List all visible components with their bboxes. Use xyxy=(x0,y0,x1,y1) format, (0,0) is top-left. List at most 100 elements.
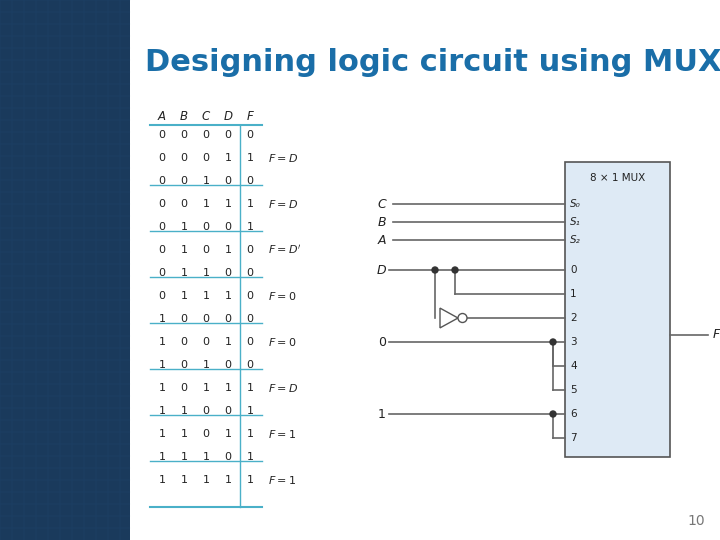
Text: 0: 0 xyxy=(202,429,210,439)
Text: A: A xyxy=(377,233,386,246)
Text: 0: 0 xyxy=(246,245,253,255)
Text: 1: 1 xyxy=(181,268,187,278)
Text: 1: 1 xyxy=(225,291,232,301)
Circle shape xyxy=(550,339,556,345)
Text: 0: 0 xyxy=(181,337,187,347)
Text: 1: 1 xyxy=(246,429,253,439)
Text: 1: 1 xyxy=(246,383,253,393)
Text: 1: 1 xyxy=(202,176,210,186)
Text: 7: 7 xyxy=(570,433,577,443)
Text: 3: 3 xyxy=(570,337,577,347)
Text: 1: 1 xyxy=(225,153,232,163)
Text: 0: 0 xyxy=(246,337,253,347)
Text: 0: 0 xyxy=(181,360,187,370)
Text: 0: 0 xyxy=(202,245,210,255)
Text: 1: 1 xyxy=(158,314,166,324)
Text: 1: 1 xyxy=(225,337,232,347)
Text: 1: 1 xyxy=(202,199,210,209)
Text: 0: 0 xyxy=(181,199,187,209)
Text: 1: 1 xyxy=(181,222,187,232)
Text: 0: 0 xyxy=(202,406,210,416)
Text: 0: 0 xyxy=(181,383,187,393)
Text: 10: 10 xyxy=(688,514,705,528)
Text: 0: 0 xyxy=(246,291,253,301)
Text: 1: 1 xyxy=(225,383,232,393)
Text: 1: 1 xyxy=(181,245,187,255)
Text: 1: 1 xyxy=(246,222,253,232)
Text: 1: 1 xyxy=(202,383,210,393)
Text: 0: 0 xyxy=(570,265,577,275)
Text: 1: 1 xyxy=(202,452,210,462)
Circle shape xyxy=(452,267,458,273)
Text: 1: 1 xyxy=(570,289,577,299)
Text: 1: 1 xyxy=(158,337,166,347)
Text: 0: 0 xyxy=(246,268,253,278)
Text: 1: 1 xyxy=(181,452,187,462)
Text: A: A xyxy=(158,110,166,123)
Text: 0: 0 xyxy=(158,268,166,278)
Text: C: C xyxy=(202,110,210,123)
Text: 1: 1 xyxy=(181,291,187,301)
Text: 1: 1 xyxy=(181,429,187,439)
Circle shape xyxy=(432,267,438,273)
Text: 0: 0 xyxy=(225,406,232,416)
Text: 1: 1 xyxy=(158,360,166,370)
Text: 0: 0 xyxy=(225,222,232,232)
Text: 0: 0 xyxy=(225,452,232,462)
Text: 1: 1 xyxy=(225,429,232,439)
Text: $F = D$: $F = D$ xyxy=(268,198,298,210)
Text: 0: 0 xyxy=(246,314,253,324)
Text: 1: 1 xyxy=(246,452,253,462)
Text: 0: 0 xyxy=(225,314,232,324)
Text: 1: 1 xyxy=(202,291,210,301)
Text: $F = D$: $F = D$ xyxy=(268,382,298,394)
Text: S₀: S₀ xyxy=(570,199,581,209)
Text: 1: 1 xyxy=(158,406,166,416)
Text: 0: 0 xyxy=(202,337,210,347)
Text: S₁: S₁ xyxy=(570,217,581,227)
Text: $F = D$: $F = D$ xyxy=(268,152,298,164)
Text: 1: 1 xyxy=(246,199,253,209)
Text: 0: 0 xyxy=(246,130,253,140)
Text: 0: 0 xyxy=(158,199,166,209)
Text: 1: 1 xyxy=(225,475,232,485)
Text: 4: 4 xyxy=(570,361,577,371)
Text: 0: 0 xyxy=(246,176,253,186)
Text: B: B xyxy=(377,215,386,228)
Text: Designing logic circuit using MUX: Designing logic circuit using MUX xyxy=(145,48,720,77)
Text: 1: 1 xyxy=(181,406,187,416)
Text: 0: 0 xyxy=(181,314,187,324)
Text: 0: 0 xyxy=(225,176,232,186)
Text: 0: 0 xyxy=(378,335,386,348)
Text: 1: 1 xyxy=(158,475,166,485)
Text: 6: 6 xyxy=(570,409,577,419)
Text: 1: 1 xyxy=(181,475,187,485)
Text: 0: 0 xyxy=(158,222,166,232)
Text: D: D xyxy=(377,264,386,276)
Text: 1: 1 xyxy=(225,245,232,255)
Bar xyxy=(565,162,670,457)
Bar xyxy=(0,0,130,540)
Text: 8 × 1 MUX: 8 × 1 MUX xyxy=(590,173,645,183)
Text: 1: 1 xyxy=(158,383,166,393)
Text: 0: 0 xyxy=(225,130,232,140)
Text: S₂: S₂ xyxy=(570,235,581,245)
Text: 1: 1 xyxy=(202,360,210,370)
Text: 0: 0 xyxy=(225,360,232,370)
Text: 0: 0 xyxy=(158,130,166,140)
Text: 0: 0 xyxy=(202,153,210,163)
Polygon shape xyxy=(440,308,458,328)
Text: 0: 0 xyxy=(202,222,210,232)
Text: $F = 0$: $F = 0$ xyxy=(268,290,297,302)
Text: $F = D'$: $F = D'$ xyxy=(268,244,302,256)
Text: 1: 1 xyxy=(202,268,210,278)
Text: 1: 1 xyxy=(378,408,386,421)
Text: 0: 0 xyxy=(181,130,187,140)
Text: $F = 0$: $F = 0$ xyxy=(268,336,297,348)
Text: 0: 0 xyxy=(181,153,187,163)
Text: 1: 1 xyxy=(225,199,232,209)
Text: 0: 0 xyxy=(246,360,253,370)
Text: 1: 1 xyxy=(246,406,253,416)
Text: 0: 0 xyxy=(158,176,166,186)
Text: F: F xyxy=(713,328,720,341)
